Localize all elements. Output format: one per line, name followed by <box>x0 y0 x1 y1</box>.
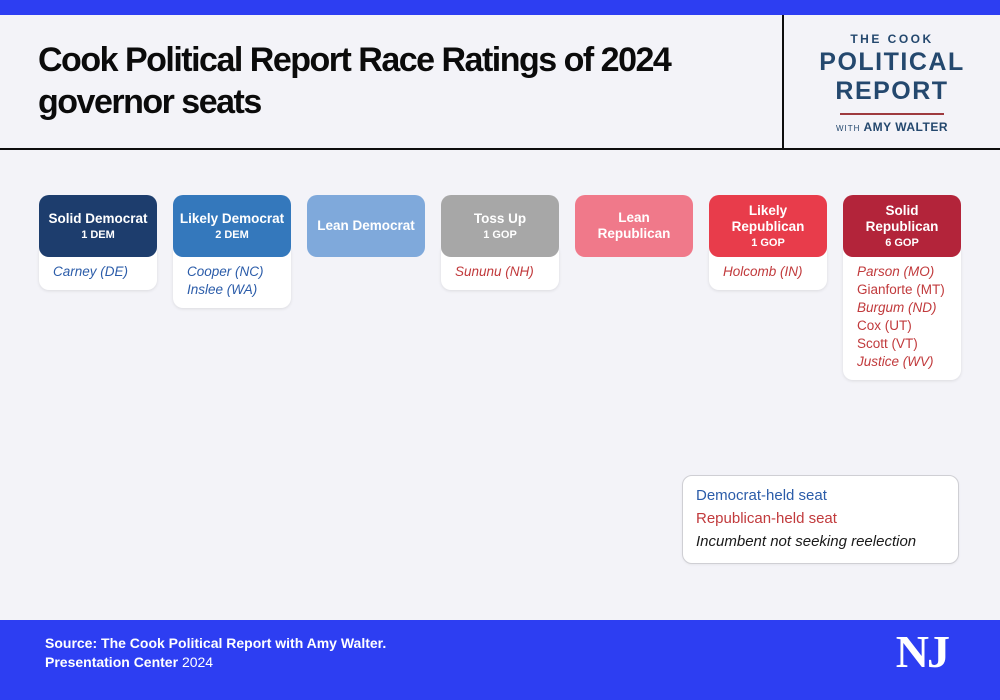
logo-byline: WITH AMY WALTER <box>836 120 948 134</box>
category-label: Solid Democrat <box>48 210 148 226</box>
category-label: Toss Up <box>473 210 527 226</box>
category-box: Lean Republican <box>575 195 693 257</box>
category-box: Solid Democrat 1 DEM <box>39 195 157 257</box>
rating-column: Toss Up 1 GOP Sununu (NH) <box>441 195 559 380</box>
source-line2: Presentation Center 2024 <box>45 653 386 672</box>
logo-with: WITH <box>836 123 861 133</box>
legend-item: Incumbent not seeking reelection <box>696 533 917 550</box>
category-seat-count: 6 GOP <box>885 236 919 249</box>
race-name: Scott (VT) <box>857 336 918 351</box>
category-box: Lean Democrat <box>307 195 425 257</box>
cook-political-report-logo: THE COOK POLITICAL REPORT WITH AMY WALTER <box>782 15 1000 148</box>
race-name: Justice (WV) <box>857 354 934 369</box>
category-seat-count: 1 DEM <box>81 228 115 241</box>
rating-column: Lean Democrat <box>307 195 425 380</box>
category-label: Lean Democrat <box>317 218 415 233</box>
race-name: Parson (MO) <box>857 264 935 279</box>
category-seat-count: 1 GOP <box>751 236 785 249</box>
logo-the-cook: THE COOK <box>850 31 934 46</box>
national-journal-logo: NJ <box>895 626 950 677</box>
category-label: Likely Democrat <box>179 210 285 226</box>
page-title-line2: governor seats <box>38 83 262 121</box>
category-label: Lean Republican <box>597 210 671 241</box>
rating-column: Likely Republican 1 GOP Holcomb (IN) <box>709 195 827 380</box>
ratings-row: Solid Democrat 1 DEM Carney (DE) Likely Dem… <box>39 195 961 380</box>
race-name: Carney (DE) <box>53 264 129 279</box>
category-box: Likely Democrat 2 DEM <box>173 195 291 257</box>
legend-card: Democrat-held seat Republican-held seat In… <box>682 475 959 564</box>
logo-rule <box>840 112 944 115</box>
race-name: Inslee (WA) <box>187 282 258 297</box>
category-box: Toss Up 1 GOP <box>441 195 559 257</box>
page-title: Cook Political Report Race Ratings of 20… <box>0 15 782 148</box>
race-name: Sununu (NH) <box>455 264 534 279</box>
category-box: Likely Republican 1 GOP <box>709 195 827 257</box>
logo-report: REPORT <box>835 76 949 105</box>
category-box: Solid Republican 6 GOP <box>843 195 961 257</box>
category-seat-count: 1 GOP <box>483 228 517 241</box>
races-card: Parson (MO) Gianforte (MT) Burgum (ND) Cox … <box>843 243 961 380</box>
category-seat-count: 2 DEM <box>215 228 249 241</box>
race-name: Cooper (NC) <box>187 264 264 279</box>
page-title-line1: Cook Political Report Race Ratings of 20… <box>38 41 672 79</box>
rating-column: Likely Democrat 2 DEM Cooper (NC) Inslee (W… <box>173 195 291 380</box>
race-name: Cox (UT) <box>857 318 912 333</box>
source-year: 2024 <box>181 654 214 670</box>
header: Cook Political Report Race Ratings of 20… <box>0 15 1000 150</box>
race-name: Holcomb (IN) <box>723 264 803 279</box>
category-label: Likely Republican <box>731 202 805 234</box>
source-line1: Source: The Cook Political Report with A… <box>45 635 387 651</box>
race-name: Burgum (ND) <box>857 300 937 315</box>
race-name: Gianforte (MT) <box>857 282 945 297</box>
top-accent-strip <box>0 0 1000 15</box>
legend-item: Democrat-held seat <box>696 487 827 504</box>
rating-column: Solid Democrat 1 DEM Carney (DE) <box>39 195 157 380</box>
rating-column: Lean Republican <box>575 195 693 380</box>
footer: Source: The Cook Political Report with A… <box>0 620 1000 700</box>
source-attribution: Source: The Cook Political Report with A… <box>45 634 386 672</box>
source-presentation-center: Presentation Center <box>45 654 179 670</box>
logo-amy-walter: AMY WALTER <box>863 119 948 134</box>
category-label: Solid Republican <box>865 202 939 234</box>
legend-item: Republican-held seat <box>696 510 837 527</box>
rating-column: Solid Republican 6 GOP Parson (MO) Gianfort… <box>843 195 961 380</box>
logo-political: POLITICAL <box>819 47 965 76</box>
